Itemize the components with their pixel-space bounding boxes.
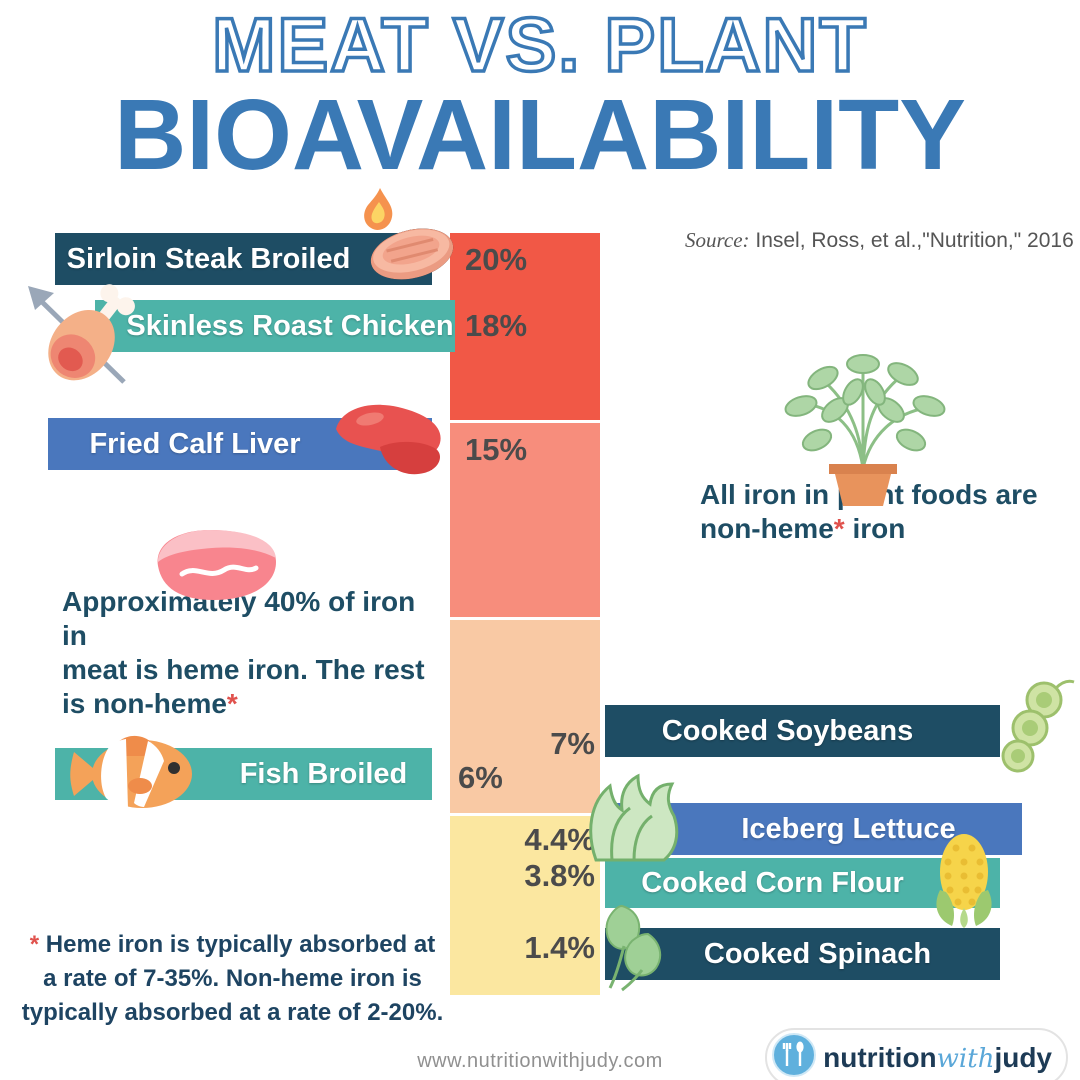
bar-label: Cooked Soybeans [661, 714, 914, 747]
column-segment-yellow [450, 816, 600, 995]
potted-plant-icon [765, 348, 961, 515]
footnote-line2: a rate of 7-35%. Non-heme iron is [43, 965, 422, 992]
plant-note-line2-pre: non-heme [700, 513, 834, 544]
title-line-1: MEAT VS. PLANT [210, 1, 868, 90]
corn-icon [922, 832, 1006, 933]
title-line-2: BIOAVAILABILITY [114, 79, 966, 191]
pct-corn: 3.8% [524, 858, 595, 893]
utensils-icon [771, 1032, 817, 1080]
pct-lettuce: 4.4% [524, 822, 595, 857]
soybean-icon [988, 678, 1078, 781]
plant-bar-spinach: Cooked Spinach [605, 928, 1000, 980]
meat-bar-sirloin-steak: Sirloin Steak Broiled [55, 233, 432, 285]
plant-bar-soybeans: Cooked Soybeans [605, 705, 1000, 757]
meat-note-line2: meat is heme iron. The rest [62, 654, 425, 685]
footnote-line1-text: Heme iron is typically absorbed at [39, 931, 436, 958]
meat-note-line3: is non-heme* [62, 687, 447, 721]
column-segment-salmon [450, 423, 600, 617]
source-citation: Source: Insel, Ross, et al.,"Nutrition,"… [685, 228, 1074, 253]
pct-chicken: 18% [465, 308, 528, 343]
meat-note-line3-pre: is non-heme [62, 688, 227, 719]
bar-label: Skinless Roast Chicken [126, 309, 454, 342]
asterisk: * [833, 513, 845, 544]
source-label: Source: [685, 228, 750, 252]
chicken-leg-icon [22, 280, 146, 401]
raw-steak-icon [148, 522, 284, 613]
liver-icon [328, 395, 450, 496]
bar-label: Cooked Spinach [703, 937, 932, 970]
lettuce-icon [582, 772, 684, 875]
brand-name: nutritionwithjudy [823, 1042, 1052, 1074]
brand-part-nutrition: nutrition [823, 1041, 937, 1073]
spinach-icon [592, 900, 672, 999]
bar-label: Fish Broiled [239, 757, 408, 790]
plant-bar-corn-flour: Cooked Corn Flour [605, 858, 1000, 908]
pct-fish: 6% [458, 760, 503, 795]
bar-label: Cooked Corn Flour [641, 866, 904, 899]
pct-liver: 15% [465, 432, 528, 467]
steak-flame-icon [346, 186, 458, 295]
footnote-line3: typically absorbed at a rate of 2-20%. [21, 999, 444, 1026]
bar-label: Sirloin Steak Broiled [66, 242, 351, 275]
meat-note: Approximately 40% of iron in meat is hem… [62, 585, 447, 721]
pct-spinach: 1.4% [524, 930, 595, 965]
asterisk: * [29, 931, 40, 958]
bar-label: Iceberg Lettuce [741, 812, 956, 845]
bar-label: Fried Calf Liver [89, 427, 301, 460]
pct-soybeans: 7% [550, 726, 595, 761]
column-segment-red [450, 233, 600, 420]
brand-part-with: with [936, 1043, 995, 1074]
site-url: www.nutritionwithjudy.com [417, 1050, 663, 1072]
footnote-line1: * Heme iron is typically absorbed at [15, 928, 450, 962]
meat-bar-roast-chicken: Skinless Roast Chicken [95, 300, 455, 352]
footnote: * Heme iron is typically absorbed at a r… [15, 928, 450, 1030]
column-segment-peach [450, 620, 600, 813]
brand-logo: nutritionwithjudy [765, 1028, 1068, 1080]
source-text: Insel, Ross, et al.,"Nutrition," 2016 [749, 229, 1074, 252]
pct-sirloin: 20% [465, 242, 528, 277]
fish-icon [68, 728, 200, 825]
plant-note-line2-post: iron [844, 513, 906, 544]
asterisk: * [226, 688, 238, 719]
brand-part-judy: judy [994, 1041, 1052, 1073]
plant-note-line2: non-heme* iron [700, 512, 1045, 546]
